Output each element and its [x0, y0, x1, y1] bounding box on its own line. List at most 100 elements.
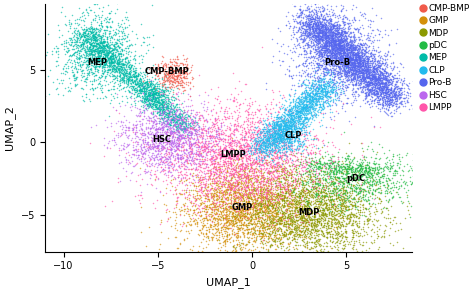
- Point: [296, 196, 303, 200]
- Point: [153, 143, 160, 148]
- Point: [253, 190, 260, 195]
- Point: [282, 186, 290, 191]
- Point: [188, 63, 196, 67]
- Point: [291, 205, 299, 209]
- Point: [305, 220, 312, 224]
- Point: [274, 161, 282, 165]
- Point: [246, 138, 254, 142]
- Point: [358, 182, 365, 186]
- Point: [272, 206, 279, 210]
- Point: [80, 52, 87, 57]
- Point: [393, 190, 401, 195]
- Point: [143, 102, 151, 106]
- Point: [112, 32, 119, 37]
- Point: [290, 166, 297, 171]
- Point: [80, 35, 88, 39]
- Point: [320, 52, 328, 57]
- Point: [361, 170, 369, 174]
- Point: [246, 145, 253, 150]
- Point: [338, 180, 346, 185]
- Point: [315, 32, 323, 36]
- Point: [132, 77, 139, 81]
- Point: [305, 205, 313, 209]
- Point: [340, 167, 347, 172]
- Point: [365, 82, 372, 87]
- Point: [326, 168, 334, 173]
- Point: [138, 84, 146, 88]
- Point: [279, 118, 286, 122]
- Point: [252, 186, 259, 190]
- Point: [351, 37, 358, 41]
- Point: [326, 234, 334, 239]
- Point: [109, 56, 117, 61]
- Point: [305, 204, 313, 208]
- Point: [210, 103, 218, 108]
- Point: [358, 64, 366, 69]
- Point: [151, 86, 158, 90]
- Point: [145, 147, 152, 152]
- Point: [163, 75, 170, 80]
- Point: [340, 30, 348, 35]
- Point: [222, 178, 229, 182]
- Point: [330, 45, 337, 49]
- Point: [128, 78, 135, 82]
- Point: [252, 231, 260, 236]
- Point: [352, 192, 359, 197]
- Point: [98, 35, 105, 39]
- Point: [148, 98, 155, 102]
- Point: [226, 190, 234, 194]
- Point: [321, 193, 328, 198]
- Point: [191, 126, 198, 131]
- Point: [228, 148, 236, 153]
- Point: [302, 106, 310, 110]
- Point: [317, 200, 324, 204]
- Point: [274, 174, 282, 178]
- Point: [168, 139, 176, 144]
- Point: [198, 137, 206, 141]
- Point: [321, 25, 329, 30]
- Point: [287, 255, 294, 260]
- Point: [186, 138, 193, 143]
- Point: [159, 125, 167, 130]
- Point: [185, 153, 192, 158]
- Point: [211, 176, 219, 180]
- Point: [188, 107, 195, 112]
- Point: [359, 72, 366, 77]
- Point: [303, 105, 310, 110]
- Point: [149, 123, 157, 128]
- Point: [228, 235, 235, 239]
- Point: [87, 45, 94, 50]
- Point: [295, 146, 302, 151]
- Point: [213, 176, 220, 180]
- Point: [102, 41, 110, 46]
- Point: [305, 151, 312, 156]
- Point: [293, 110, 301, 114]
- Point: [139, 145, 147, 149]
- Point: [305, 61, 313, 66]
- Point: [378, 208, 386, 213]
- Point: [355, 53, 362, 58]
- Point: [392, 189, 400, 194]
- Point: [159, 80, 166, 85]
- Point: [284, 130, 292, 135]
- Point: [169, 145, 177, 149]
- Point: [244, 186, 252, 191]
- Point: [288, 121, 295, 126]
- Point: [293, 204, 301, 209]
- Point: [161, 108, 168, 112]
- Point: [180, 74, 188, 79]
- Point: [370, 90, 377, 94]
- Point: [84, 62, 91, 67]
- Point: [282, 133, 289, 138]
- Point: [303, 72, 311, 77]
- Point: [216, 131, 223, 136]
- Point: [192, 185, 200, 190]
- Point: [226, 225, 234, 230]
- Point: [247, 165, 255, 169]
- Point: [172, 107, 180, 111]
- Point: [348, 77, 356, 82]
- Point: [288, 183, 296, 187]
- Point: [116, 80, 123, 85]
- Point: [169, 192, 176, 196]
- Point: [311, 20, 319, 25]
